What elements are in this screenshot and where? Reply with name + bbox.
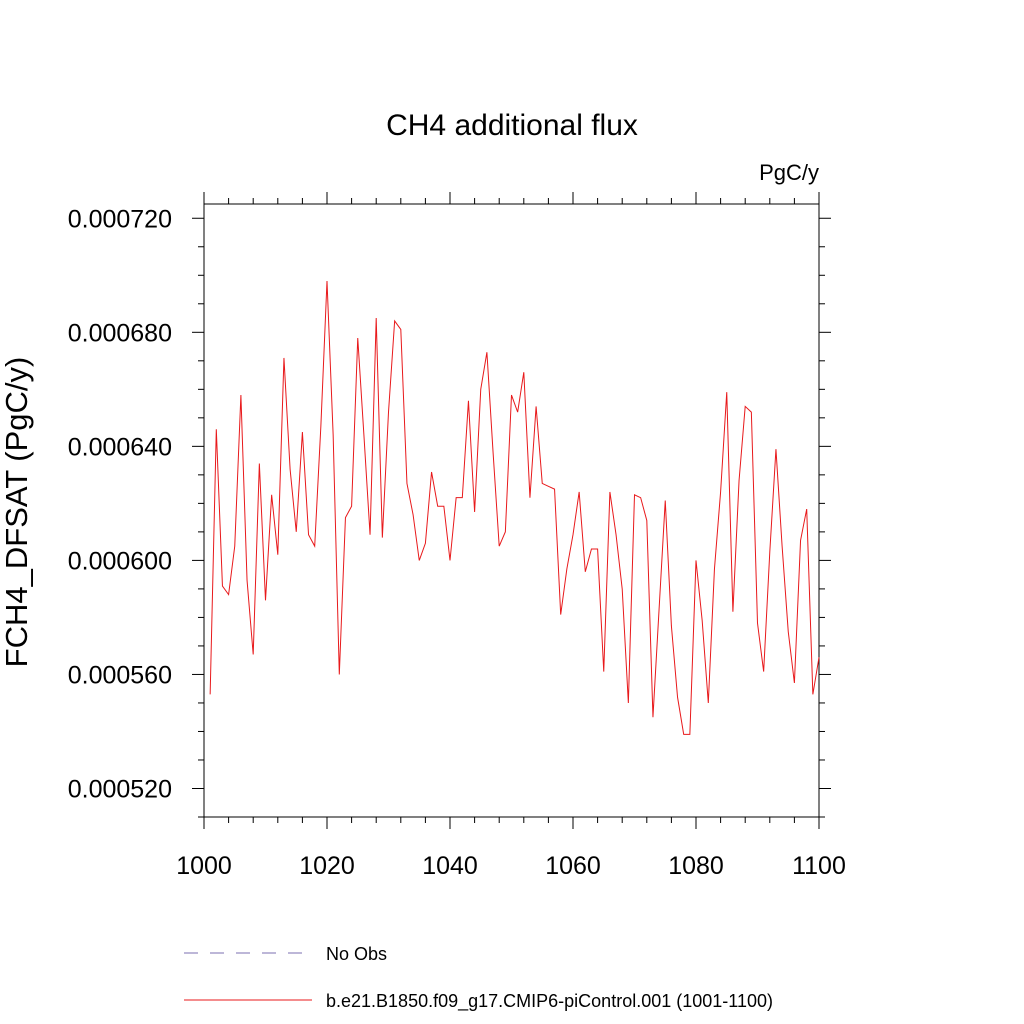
x-tick-label: 1100 bbox=[792, 852, 846, 880]
chart-title: CH4 additional flux bbox=[386, 109, 638, 142]
series-group bbox=[209, 280, 820, 735]
y-tick-label: 0.000720 bbox=[68, 205, 172, 233]
y-tick-label: 0.000640 bbox=[68, 433, 172, 461]
legend-label: No Obs bbox=[326, 944, 387, 964]
legend: No Obs b.e21.B1850.f09_g17.CMIP6-piContro… bbox=[184, 944, 773, 1012]
axis-ticks bbox=[192, 192, 831, 829]
y-tick-label: 0.000680 bbox=[68, 319, 172, 347]
x-tick-label: 1040 bbox=[422, 852, 478, 880]
y-tick-label: 0.000560 bbox=[68, 661, 172, 689]
plot-frame bbox=[203, 203, 820, 818]
x-tick-label: 1000 bbox=[176, 852, 232, 880]
units-label: PgC/y bbox=[759, 160, 819, 185]
y-tick-label: 0.000600 bbox=[68, 547, 172, 575]
y-tick-label: 0.000520 bbox=[68, 775, 172, 803]
legend-label: b.e21.B1850.f09_g17.CMIP6-piControl.001 … bbox=[326, 991, 773, 1012]
y-axis-label: FCH4_DFSAT (PgC/y) bbox=[0, 357, 34, 668]
series-line bbox=[209, 280, 820, 735]
axis-tick-labels: 1000 1020 1040 1060 1080 1100 0.000520 0.000560… bbox=[68, 205, 846, 880]
x-tick-label: 1020 bbox=[299, 852, 355, 880]
x-tick-label: 1080 bbox=[668, 852, 724, 880]
x-tick-label: 1060 bbox=[545, 852, 601, 880]
